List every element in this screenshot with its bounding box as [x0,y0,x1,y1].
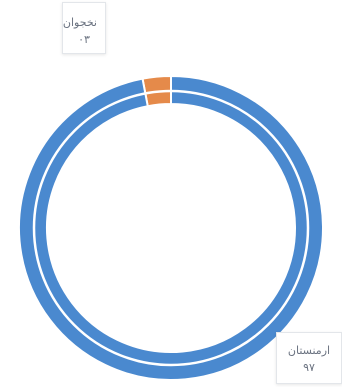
donut-divider-ring [32,89,310,367]
tooltip-armenia: ارمنستان ٩٧ [276,332,342,384]
tooltip-armenia-value: ٩٧ [303,361,315,374]
tooltip-nakhchivan: نخجوان ٠٣ [62,2,106,54]
tooltip-nakhchivan-label: نخجوان [62,16,97,29]
tooltip-nakhchivan-value: ٠٣ [78,33,90,46]
slice-armenia[interactable] [18,74,324,381]
tooltip-armenia-label: ارمنستان [287,344,331,357]
